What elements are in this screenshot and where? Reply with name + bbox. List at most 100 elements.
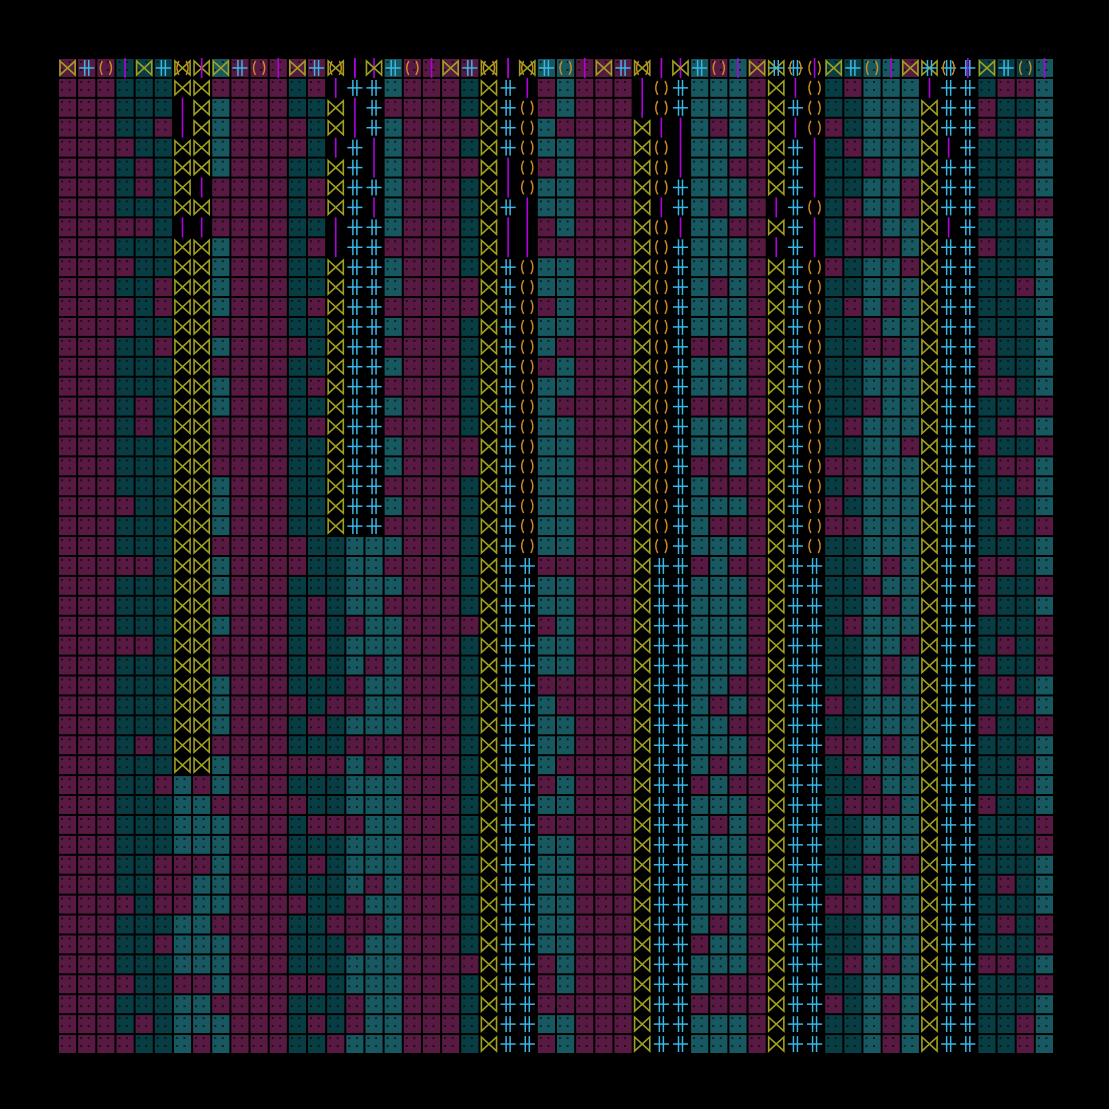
texture-cell xyxy=(78,457,96,476)
texture-cell xyxy=(154,517,172,536)
cross-glyph xyxy=(347,179,363,196)
texture-cell xyxy=(59,1035,77,1053)
texture-cell xyxy=(576,138,594,157)
texture-cell xyxy=(614,875,632,894)
texture-cell xyxy=(135,796,153,814)
cross-glyph xyxy=(960,538,976,554)
texture-cell xyxy=(231,855,249,874)
texture-cell xyxy=(997,377,1015,396)
texture-cell xyxy=(710,696,728,715)
texture-cell xyxy=(346,975,364,994)
bowtie-glyph xyxy=(633,597,651,615)
texture-cell xyxy=(384,955,402,974)
cross-glyph xyxy=(519,1036,535,1052)
texture-cell xyxy=(901,596,919,615)
texture-cell xyxy=(97,238,115,257)
texture-cell xyxy=(154,596,172,615)
texture-cell xyxy=(595,975,613,994)
texture-cell xyxy=(576,417,594,436)
bowtie-glyph xyxy=(193,238,211,257)
texture-cell xyxy=(844,178,862,197)
texture-cell xyxy=(748,517,766,536)
texture-cell xyxy=(595,298,613,316)
texture-cell xyxy=(365,1015,383,1034)
texture-cell xyxy=(365,537,383,555)
texture-cell xyxy=(691,98,709,117)
texture-cell xyxy=(422,238,441,257)
texture-cell xyxy=(537,855,555,874)
texture-cell xyxy=(461,756,479,775)
texture-cell xyxy=(882,457,900,476)
texture-cell xyxy=(97,716,115,735)
texture-cell xyxy=(308,776,326,795)
texture-cell xyxy=(1016,736,1034,755)
texture-cell xyxy=(1035,218,1053,237)
texture-cell xyxy=(844,258,862,277)
cross-glyph xyxy=(672,916,689,933)
texture-cell xyxy=(844,118,862,137)
texture-cell xyxy=(135,636,153,655)
texture-cell xyxy=(384,736,402,755)
texture-cell xyxy=(384,1035,402,1053)
texture-cell xyxy=(729,616,747,635)
bowtie-glyph xyxy=(480,99,498,117)
texture-cell xyxy=(825,537,843,555)
texture-cell xyxy=(308,1035,326,1053)
cross-glyph xyxy=(672,99,689,116)
texture-cell xyxy=(557,417,575,436)
texture-cell xyxy=(308,497,326,516)
texture-cell xyxy=(212,138,230,157)
paren-glyph xyxy=(520,518,534,534)
texture-cell xyxy=(422,576,441,595)
bowtie-glyph xyxy=(921,915,938,934)
texture-cell xyxy=(97,517,115,536)
cross-glyph xyxy=(672,318,689,335)
cross-glyph xyxy=(500,1036,516,1052)
texture-cell xyxy=(59,357,77,376)
texture-cell xyxy=(116,417,134,436)
texture-cell xyxy=(116,736,134,755)
texture-cell xyxy=(863,258,881,277)
texture-cell xyxy=(250,935,268,954)
texture-cell xyxy=(135,537,153,555)
texture-cell xyxy=(461,317,479,336)
cross-glyph xyxy=(519,717,535,734)
bowtie-glyph xyxy=(193,676,211,695)
texture-cell xyxy=(78,875,96,894)
texture-cell xyxy=(825,158,843,177)
bowtie-glyph xyxy=(327,517,345,535)
texture-cell xyxy=(59,517,77,536)
paren-glyph xyxy=(655,100,668,116)
bowtie-glyph xyxy=(480,437,498,456)
texture-cell xyxy=(59,636,77,655)
cross-glyph xyxy=(519,896,535,913)
texture-cell xyxy=(97,576,115,595)
cross-glyph xyxy=(941,358,957,375)
texture-cell xyxy=(212,875,230,894)
paren-glyph xyxy=(808,319,821,335)
texture-cell xyxy=(1035,596,1053,615)
paren-glyph xyxy=(808,259,821,275)
texture-cell xyxy=(422,557,441,575)
texture-cell xyxy=(882,178,900,197)
texture-cell xyxy=(614,855,632,874)
cross-glyph xyxy=(941,896,957,913)
texture-cell xyxy=(1016,616,1034,635)
texture-cell xyxy=(59,1015,77,1034)
texture-cell xyxy=(729,198,747,217)
texture-cell xyxy=(882,676,900,695)
paren-glyph xyxy=(808,359,821,375)
texture-cell xyxy=(231,278,249,297)
texture-cell xyxy=(825,337,843,356)
texture-cell xyxy=(403,756,421,775)
texture-cell xyxy=(154,1035,172,1053)
paren-glyph xyxy=(808,459,821,474)
texture-cell xyxy=(135,815,153,834)
bowtie-glyph xyxy=(327,99,345,117)
texture-cell xyxy=(250,815,268,834)
texture-cell xyxy=(154,796,172,814)
bowtie-glyph xyxy=(193,318,211,336)
texture-cell xyxy=(729,955,747,974)
texture-cell xyxy=(557,796,575,814)
texture-cell xyxy=(422,437,441,456)
